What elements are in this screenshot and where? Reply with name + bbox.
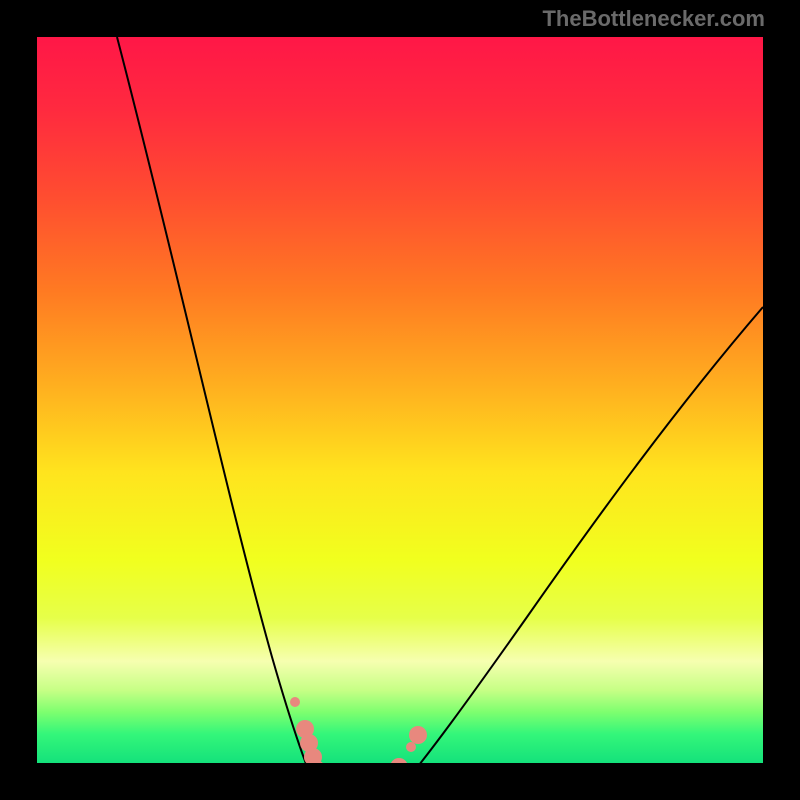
marker-dot xyxy=(406,742,416,752)
curves-layer xyxy=(37,37,763,763)
marker-dot xyxy=(290,697,300,707)
chart-stage: TheBottlenecker.com xyxy=(0,0,800,800)
curve-right xyxy=(387,307,763,763)
watermark-text: TheBottlenecker.com xyxy=(542,6,765,32)
plot-area xyxy=(37,37,763,763)
curve-left xyxy=(117,37,327,763)
marker-dot xyxy=(409,726,427,744)
marker-dot xyxy=(390,758,408,763)
markers-group xyxy=(290,697,427,763)
